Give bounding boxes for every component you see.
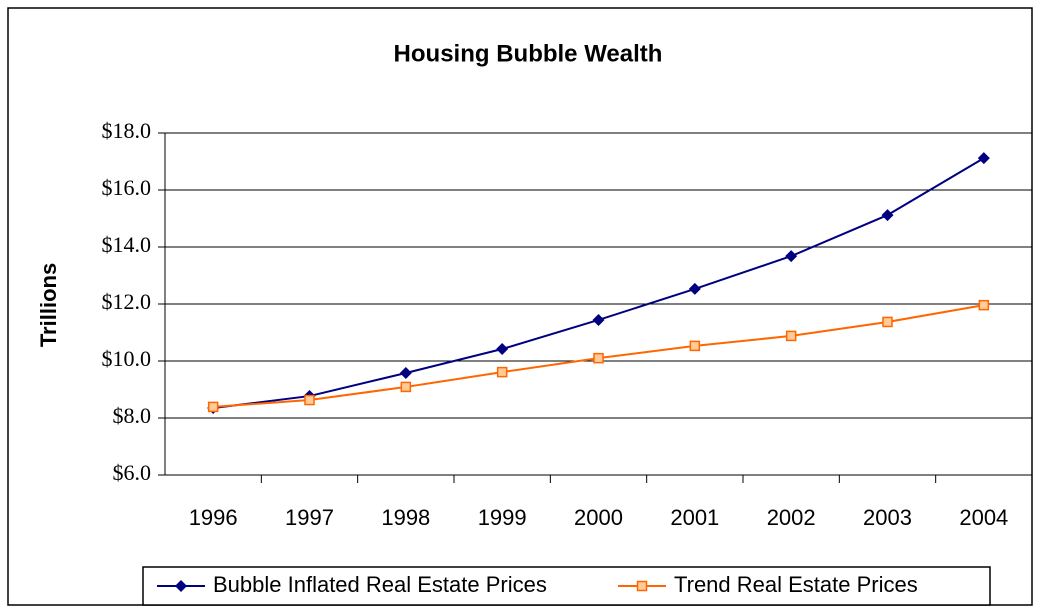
point (399, 366, 412, 379)
y-tick-label: $6.0 (113, 460, 152, 485)
legend-marker (175, 580, 187, 592)
point (785, 330, 797, 342)
point (207, 401, 219, 413)
x-tick-label: 1999 (478, 505, 527, 530)
x-tick-label: 2002 (767, 505, 816, 530)
point (592, 313, 605, 326)
legend-label: Trend Real Estate Prices (674, 572, 918, 597)
x-tick-label: 2000 (574, 505, 623, 530)
x-tick-label: 1997 (285, 505, 334, 530)
point (496, 343, 509, 356)
point (785, 250, 798, 263)
y-axis-label: Trillions (36, 263, 61, 347)
legend-marker (636, 580, 648, 592)
point (304, 394, 315, 406)
x-tick-label: 2004 (959, 505, 1008, 530)
x-tick-label: 1996 (189, 505, 238, 530)
point (400, 381, 412, 393)
point (881, 209, 894, 222)
x-tick-label: 1998 (381, 505, 430, 530)
point (882, 316, 893, 328)
legend-box (142, 566, 991, 606)
y-tick-label: $8.0 (113, 403, 152, 428)
chart-border (7, 7, 1033, 606)
x-tick-label: 2001 (670, 505, 719, 530)
legend-label: Bubble Inflated Real Estate Prices (213, 572, 547, 597)
point (496, 366, 508, 378)
chart-title: Housing Bubble Wealth (394, 40, 663, 67)
y-tick-label: $12.0 (102, 289, 152, 314)
y-tick-label: $16.0 (102, 175, 152, 200)
point (977, 152, 990, 165)
y-tick-label: $10.0 (102, 346, 152, 371)
point (978, 299, 990, 311)
point (688, 282, 701, 295)
x-tick-label: 2003 (863, 505, 912, 530)
point (689, 340, 701, 352)
y-tick-label: $14.0 (102, 232, 152, 257)
point (593, 352, 604, 364)
y-tick-label: $18.0 (102, 118, 152, 143)
